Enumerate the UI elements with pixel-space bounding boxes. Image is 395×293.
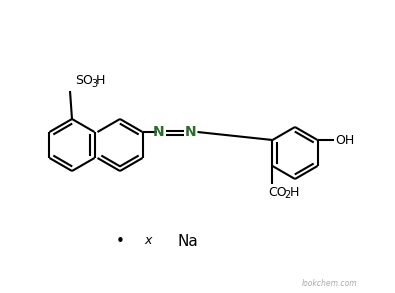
Text: H: H (96, 74, 105, 88)
Text: Na: Na (178, 234, 198, 248)
Text: N: N (153, 125, 164, 139)
Text: •: • (116, 234, 124, 248)
Text: SO: SO (75, 74, 93, 88)
Text: CO: CO (269, 185, 287, 198)
Text: 3: 3 (91, 79, 97, 89)
Text: N: N (185, 125, 196, 139)
Text: 2: 2 (284, 190, 291, 200)
Text: lookchem.com: lookchem.com (302, 279, 358, 287)
Text: OH: OH (335, 134, 355, 146)
Text: x: x (144, 234, 152, 248)
Text: H: H (290, 185, 299, 198)
